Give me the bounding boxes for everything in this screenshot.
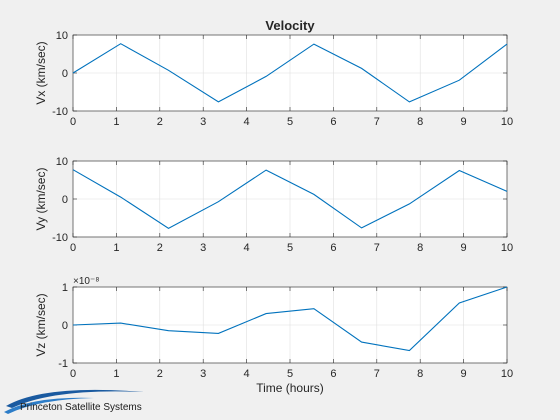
y-tick-label: 0 xyxy=(62,194,68,206)
series-line xyxy=(72,43,508,103)
y-axis-label: Vy (km/sec) xyxy=(34,168,48,231)
series-line xyxy=(72,169,508,229)
y-tick-label: -1 xyxy=(58,358,68,370)
x-tick-label: 9 xyxy=(461,368,467,380)
y-tick-label: 0 xyxy=(62,68,68,80)
x-tick-label: 0 xyxy=(70,116,76,128)
x-tick-label: 7 xyxy=(374,242,380,254)
company-name: Princeton Satellite Systems xyxy=(20,402,142,413)
x-tick-label: 4 xyxy=(244,242,250,254)
y-axis-label: Vx (km/sec) xyxy=(34,41,48,104)
y-tick-label: -10 xyxy=(52,232,68,244)
chart-title: Velocity xyxy=(265,18,315,33)
x-tick-label: 2 xyxy=(157,116,163,128)
y-tick-label: 10 xyxy=(56,156,68,168)
series-line xyxy=(72,286,508,352)
psss-logo-icon xyxy=(4,389,144,414)
y-tick-label: -10 xyxy=(52,106,68,118)
x-tick-label: 4 xyxy=(244,116,250,128)
x-tick-label: 8 xyxy=(417,368,423,380)
x-tick-label: 2 xyxy=(157,368,163,380)
x-tick-label: 10 xyxy=(501,116,513,128)
x-tick-label: 10 xyxy=(501,242,513,254)
subplot-3: 0 1 2 3 4 5 6 7 8 9 10-101×10⁻⁸Vz (km/sec)Time (ho… xyxy=(34,276,513,395)
x-tick-label: 5 xyxy=(287,116,293,128)
x-tick-label: 0 xyxy=(70,368,76,380)
x-tick-label: 6 xyxy=(330,242,336,254)
x-tick-label: 1 xyxy=(113,368,119,380)
x-tick-label: 7 xyxy=(374,116,380,128)
y-exponent-label: ×10⁻⁸ xyxy=(73,276,99,287)
x-tick-label: 3 xyxy=(200,368,206,380)
x-tick-label: 9 xyxy=(461,116,467,128)
y-tick-label: 0 xyxy=(62,320,68,332)
x-tick-label: 10 xyxy=(501,368,513,380)
x-tick-label: 2 xyxy=(157,242,163,254)
x-tick-label: 5 xyxy=(287,368,293,380)
x-tick-label: 7 xyxy=(374,368,380,380)
x-axis-label: Time (hours) xyxy=(256,381,324,395)
x-tick-label: 6 xyxy=(330,116,336,128)
x-tick-label: 9 xyxy=(461,242,467,254)
x-tick-label: 3 xyxy=(200,116,206,128)
x-tick-label: 6 xyxy=(330,368,336,380)
y-axis-label: Vz (km/sec) xyxy=(34,293,48,356)
x-tick-label: 4 xyxy=(244,368,250,380)
y-tick-label: 1 xyxy=(62,282,68,294)
x-tick-label: 1 xyxy=(113,242,119,254)
y-tick-label: 10 xyxy=(56,30,68,42)
x-tick-label: 8 xyxy=(417,116,423,128)
x-tick-label: 0 xyxy=(70,242,76,254)
x-tick-label: 1 xyxy=(113,116,119,128)
x-tick-label: 3 xyxy=(200,242,206,254)
x-tick-label: 5 xyxy=(287,242,293,254)
x-tick-label: 8 xyxy=(417,242,423,254)
